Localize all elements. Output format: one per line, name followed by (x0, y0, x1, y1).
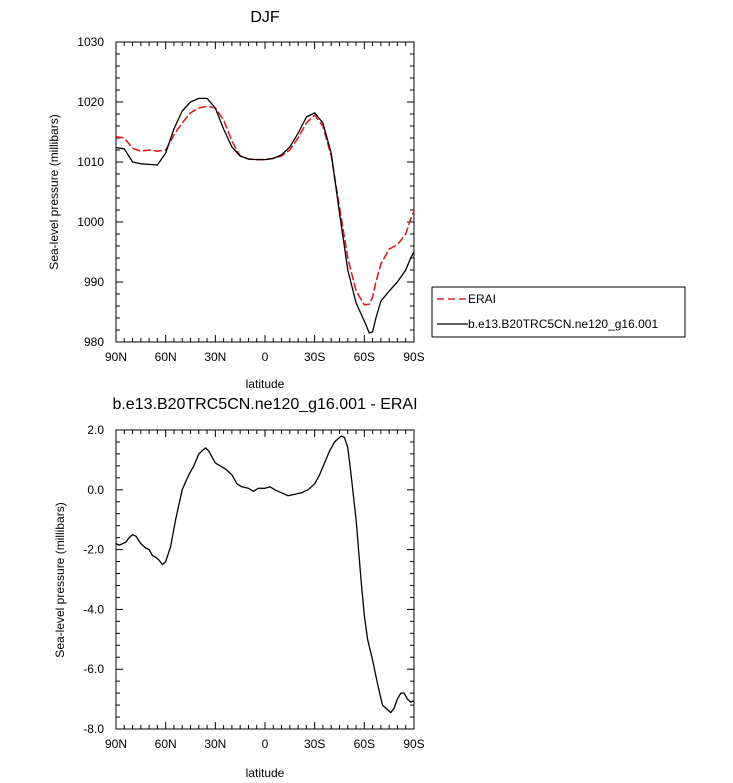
axis-ticks: 90N 60N 30N 0 30S 60S 90S 2.0 0.0 -2.0 -4.0 -6.0 -8.… (83, 423, 424, 751)
axis-ticks: 90N 60N 30N 0 30S 60S 90S 980 990 1000 1010 1020 103… (77, 35, 424, 364)
series-line-0 (115, 435, 415, 714)
y-tick-label: 1030 (77, 35, 104, 49)
x-tick-label: 60N (155, 737, 177, 751)
x-tick-label: 90S (403, 737, 424, 751)
difference-panel: b.e13.B20TRC5CN.ne120_g16.001 - ERAI 90N… (0, 390, 733, 783)
y-tick-label: -6.0 (83, 662, 104, 676)
y-tick-label: 990 (84, 275, 104, 289)
chart-title: DJF (250, 9, 280, 26)
x-tick-label: 0 (262, 350, 269, 364)
legend: ERAI b.e13.B20TRC5CN.ne120_g16.001 (431, 286, 686, 338)
djf-chart: DJF 90N 60N 30N 0 30S 60S 90S 980 990 1000 1010 102… (47, 9, 686, 391)
y-tick-label: 1010 (77, 155, 104, 169)
x-axis-label: latitude (246, 377, 285, 391)
x-tick-label: 90S (403, 350, 424, 364)
x-axis-label: latitude (246, 766, 285, 780)
x-tick-label: 30N (204, 737, 226, 751)
x-tick-label: 30S (304, 350, 325, 364)
series-lines (115, 435, 415, 714)
x-tick-label: 30S (304, 737, 325, 751)
y-tick-label: -8.0 (83, 722, 104, 736)
plot-frame (115, 41, 415, 343)
x-tick-label: 90N (105, 737, 127, 751)
difference-chart: b.e13.B20TRC5CN.ne120_g16.001 - ERAI 90N… (53, 396, 425, 780)
y-tick-label: 1000 (77, 215, 104, 229)
y-tick-label: -4.0 (83, 602, 104, 616)
y-tick-label: -2.0 (83, 543, 104, 557)
y-axis-label: Sea-level pressure (millibars) (47, 114, 61, 269)
chart-title: b.e13.B20TRC5CN.ne120_g16.001 - ERAI (112, 396, 417, 413)
y-axis-label: Sea-level pressure (millibars) (53, 502, 67, 657)
series-lines (115, 97, 415, 334)
plot-frame (115, 429, 415, 730)
y-tick-label: 2.0 (87, 423, 104, 437)
y-tick-label: 0.0 (87, 483, 104, 497)
series-line-b-e13-b20trc5cn-ne120-g16-001 (115, 97, 415, 334)
legend-label-model: b.e13.B20TRC5CN.ne120_g16.001 (468, 317, 658, 331)
x-tick-label: 60S (354, 737, 375, 751)
legend-box (431, 286, 686, 338)
series-line-erai (115, 105, 415, 306)
x-tick-label: 30N (204, 350, 226, 364)
x-tick-label: 60N (155, 350, 177, 364)
djf-panel: DJF 90N 60N 30N 0 30S 60S 90S 980 990 1000 1010 102… (47, 9, 686, 391)
x-tick-label: 90N (105, 350, 127, 364)
y-tick-label: 1020 (77, 95, 104, 109)
x-tick-label: 60S (354, 350, 375, 364)
x-tick-label: 0 (262, 737, 269, 751)
y-tick-label: 980 (84, 335, 104, 349)
legend-label-erai: ERAI (468, 292, 496, 306)
